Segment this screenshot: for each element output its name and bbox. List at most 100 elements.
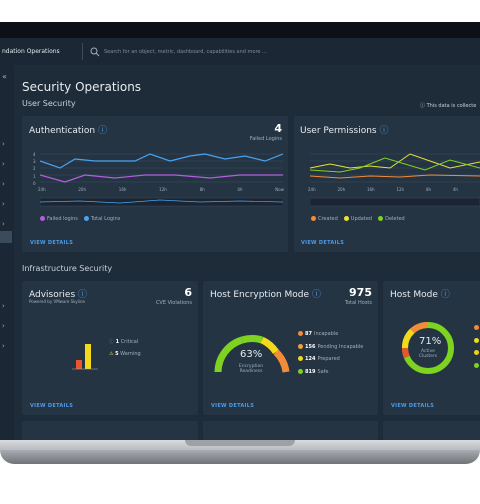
count: 4 — [274, 122, 282, 135]
legend-item: Created — [311, 216, 338, 222]
item-label: Safe — [317, 368, 329, 375]
view-details-link[interactable]: VIEW DETAILS — [30, 240, 74, 246]
title-text: Host Mode — [390, 290, 438, 300]
gauge-value: 63% — [240, 349, 263, 360]
y-tick-label: 4 — [33, 152, 36, 157]
encryption-legend: 87 Incapable 156 Pending Incapable 124 Prepar… — [298, 328, 363, 378]
x-tick-label: 12h — [159, 187, 167, 192]
card-title: Advisories ⓘ — [29, 287, 87, 300]
title-text: Advisories — [29, 290, 76, 300]
view-details-link[interactable]: VIEW DETAILS — [301, 240, 345, 246]
info-icon[interactable]: ⓘ — [440, 290, 450, 300]
section-title: User Security — [22, 99, 76, 108]
title-text: User Permissions — [300, 126, 377, 136]
legend-label: Total Logins — [90, 216, 121, 222]
x-tick-label: 16h — [366, 187, 375, 192]
laptop-base-edge — [0, 450, 480, 464]
x-axis: 24h 20h 16h 12h 8h 4h Now — [38, 187, 284, 192]
legend-item: Updated — [343, 216, 373, 222]
permissions-card — [294, 116, 480, 252]
item-label: Critical — [120, 339, 139, 345]
item-count: 1 — [115, 339, 120, 345]
y-tick-label: 0 — [33, 180, 36, 186]
legend-swatch — [378, 216, 384, 221]
auth-card — [22, 116, 288, 252]
ring-value: 71% — [419, 336, 442, 347]
data-note-text: This data is collecte — [426, 103, 477, 109]
legend-item: 87 Incapable — [298, 328, 363, 341]
item-label: Prepared — [317, 356, 340, 362]
count-label: Failed Logins — [249, 136, 282, 142]
legend: Created Updated Deleted — [311, 216, 411, 222]
view-details-link[interactable]: VIEW DETAILS — [391, 403, 435, 409]
x-tick-label: Now — [275, 187, 284, 192]
title-text: Authentication — [29, 126, 96, 136]
card-title: User Permissions ⓘ — [300, 123, 389, 136]
card-title: Host Encryption Mode ⓘ — [210, 287, 321, 300]
auth-chart — [40, 153, 283, 207]
x-tick-label: 24h — [38, 187, 46, 192]
host-mode-card — [383, 281, 480, 415]
search-input[interactable]: Search for an object, metric, dashboard,… — [104, 49, 267, 55]
app-name: ndation Operations — [2, 48, 60, 55]
advisories-card — [22, 281, 198, 415]
count-label: Total Hosts — [344, 300, 372, 306]
sidebar — [0, 65, 14, 440]
x-tick-label: 16h — [118, 187, 127, 192]
ring-legend-dots — [474, 322, 480, 372]
legend-label: Deleted — [385, 216, 405, 222]
count-label: CVE Violations — [155, 300, 192, 306]
subtitle: Powered by VMware Skyline — [29, 299, 85, 304]
item-count: 156 — [305, 343, 316, 350]
divider — [82, 43, 83, 60]
card-partial — [22, 421, 198, 440]
legend-item: 819 Safe — [298, 366, 363, 379]
advisory-item: ⓘ 1 Critical — [109, 339, 139, 345]
legend-label: Updated — [350, 216, 373, 222]
x-tick-label: 24h — [308, 187, 316, 192]
advisory-bars — [72, 344, 98, 370]
info-icon[interactable]: ⓘ — [379, 126, 389, 136]
section-title: Infrastructure Security — [22, 264, 113, 273]
ring-label: Active Clusters — [418, 349, 438, 359]
legend: Failed logins Total Logins — [40, 216, 126, 222]
search-icon — [90, 47, 100, 57]
count: 975 — [349, 286, 372, 299]
data-note: ⓘ This data is collecte — [420, 103, 477, 109]
sidebar-chevrons[interactable]: › › › › › — [2, 140, 5, 228]
legend-swatch — [298, 356, 303, 361]
view-details-link[interactable]: VIEW DETAILS — [30, 403, 74, 409]
sidebar-active — [0, 231, 12, 243]
legend-item: Failed logins — [40, 216, 78, 222]
legend-swatch — [298, 331, 303, 336]
collapse-icon[interactable]: « — [2, 72, 7, 81]
card-title: Host Mode ⓘ — [390, 287, 450, 300]
info-icon[interactable]: ⓘ — [97, 126, 107, 136]
view-details-link[interactable]: VIEW DETAILS — [211, 403, 255, 409]
info-icon[interactable]: ⓘ — [78, 290, 88, 300]
legend-item: Deleted — [378, 216, 405, 222]
card-partial — [383, 421, 480, 440]
sidebar-chevrons[interactable]: › › › — [2, 302, 5, 350]
item-count: 5 — [115, 351, 119, 357]
gauge — [214, 335, 290, 373]
card-partial — [203, 421, 378, 440]
legend-label: Failed logins — [47, 216, 78, 222]
ring — [402, 322, 454, 374]
x-tick-label: 20h — [78, 187, 87, 192]
title-text: Host Encryption Mode — [210, 290, 310, 300]
item-count: 87 — [305, 331, 312, 337]
legend-swatch — [343, 216, 349, 221]
legend-swatch — [311, 216, 316, 221]
legend-item: 156 Pending Incapable — [298, 341, 363, 354]
x-tick-label: 8h — [199, 187, 205, 192]
top-bar — [0, 38, 480, 65]
info-icon[interactable]: ⓘ — [311, 290, 321, 300]
legend-swatch — [83, 216, 89, 221]
legend-swatch — [298, 368, 303, 374]
x-tick-label: 4h — [237, 187, 243, 192]
item-count: 819 — [305, 368, 316, 375]
x-axis: 24h 20h 16h 12h 8h 4h — [308, 187, 458, 192]
page-title: Security Operations — [22, 80, 142, 94]
y-tick-label: 3 — [33, 159, 36, 165]
